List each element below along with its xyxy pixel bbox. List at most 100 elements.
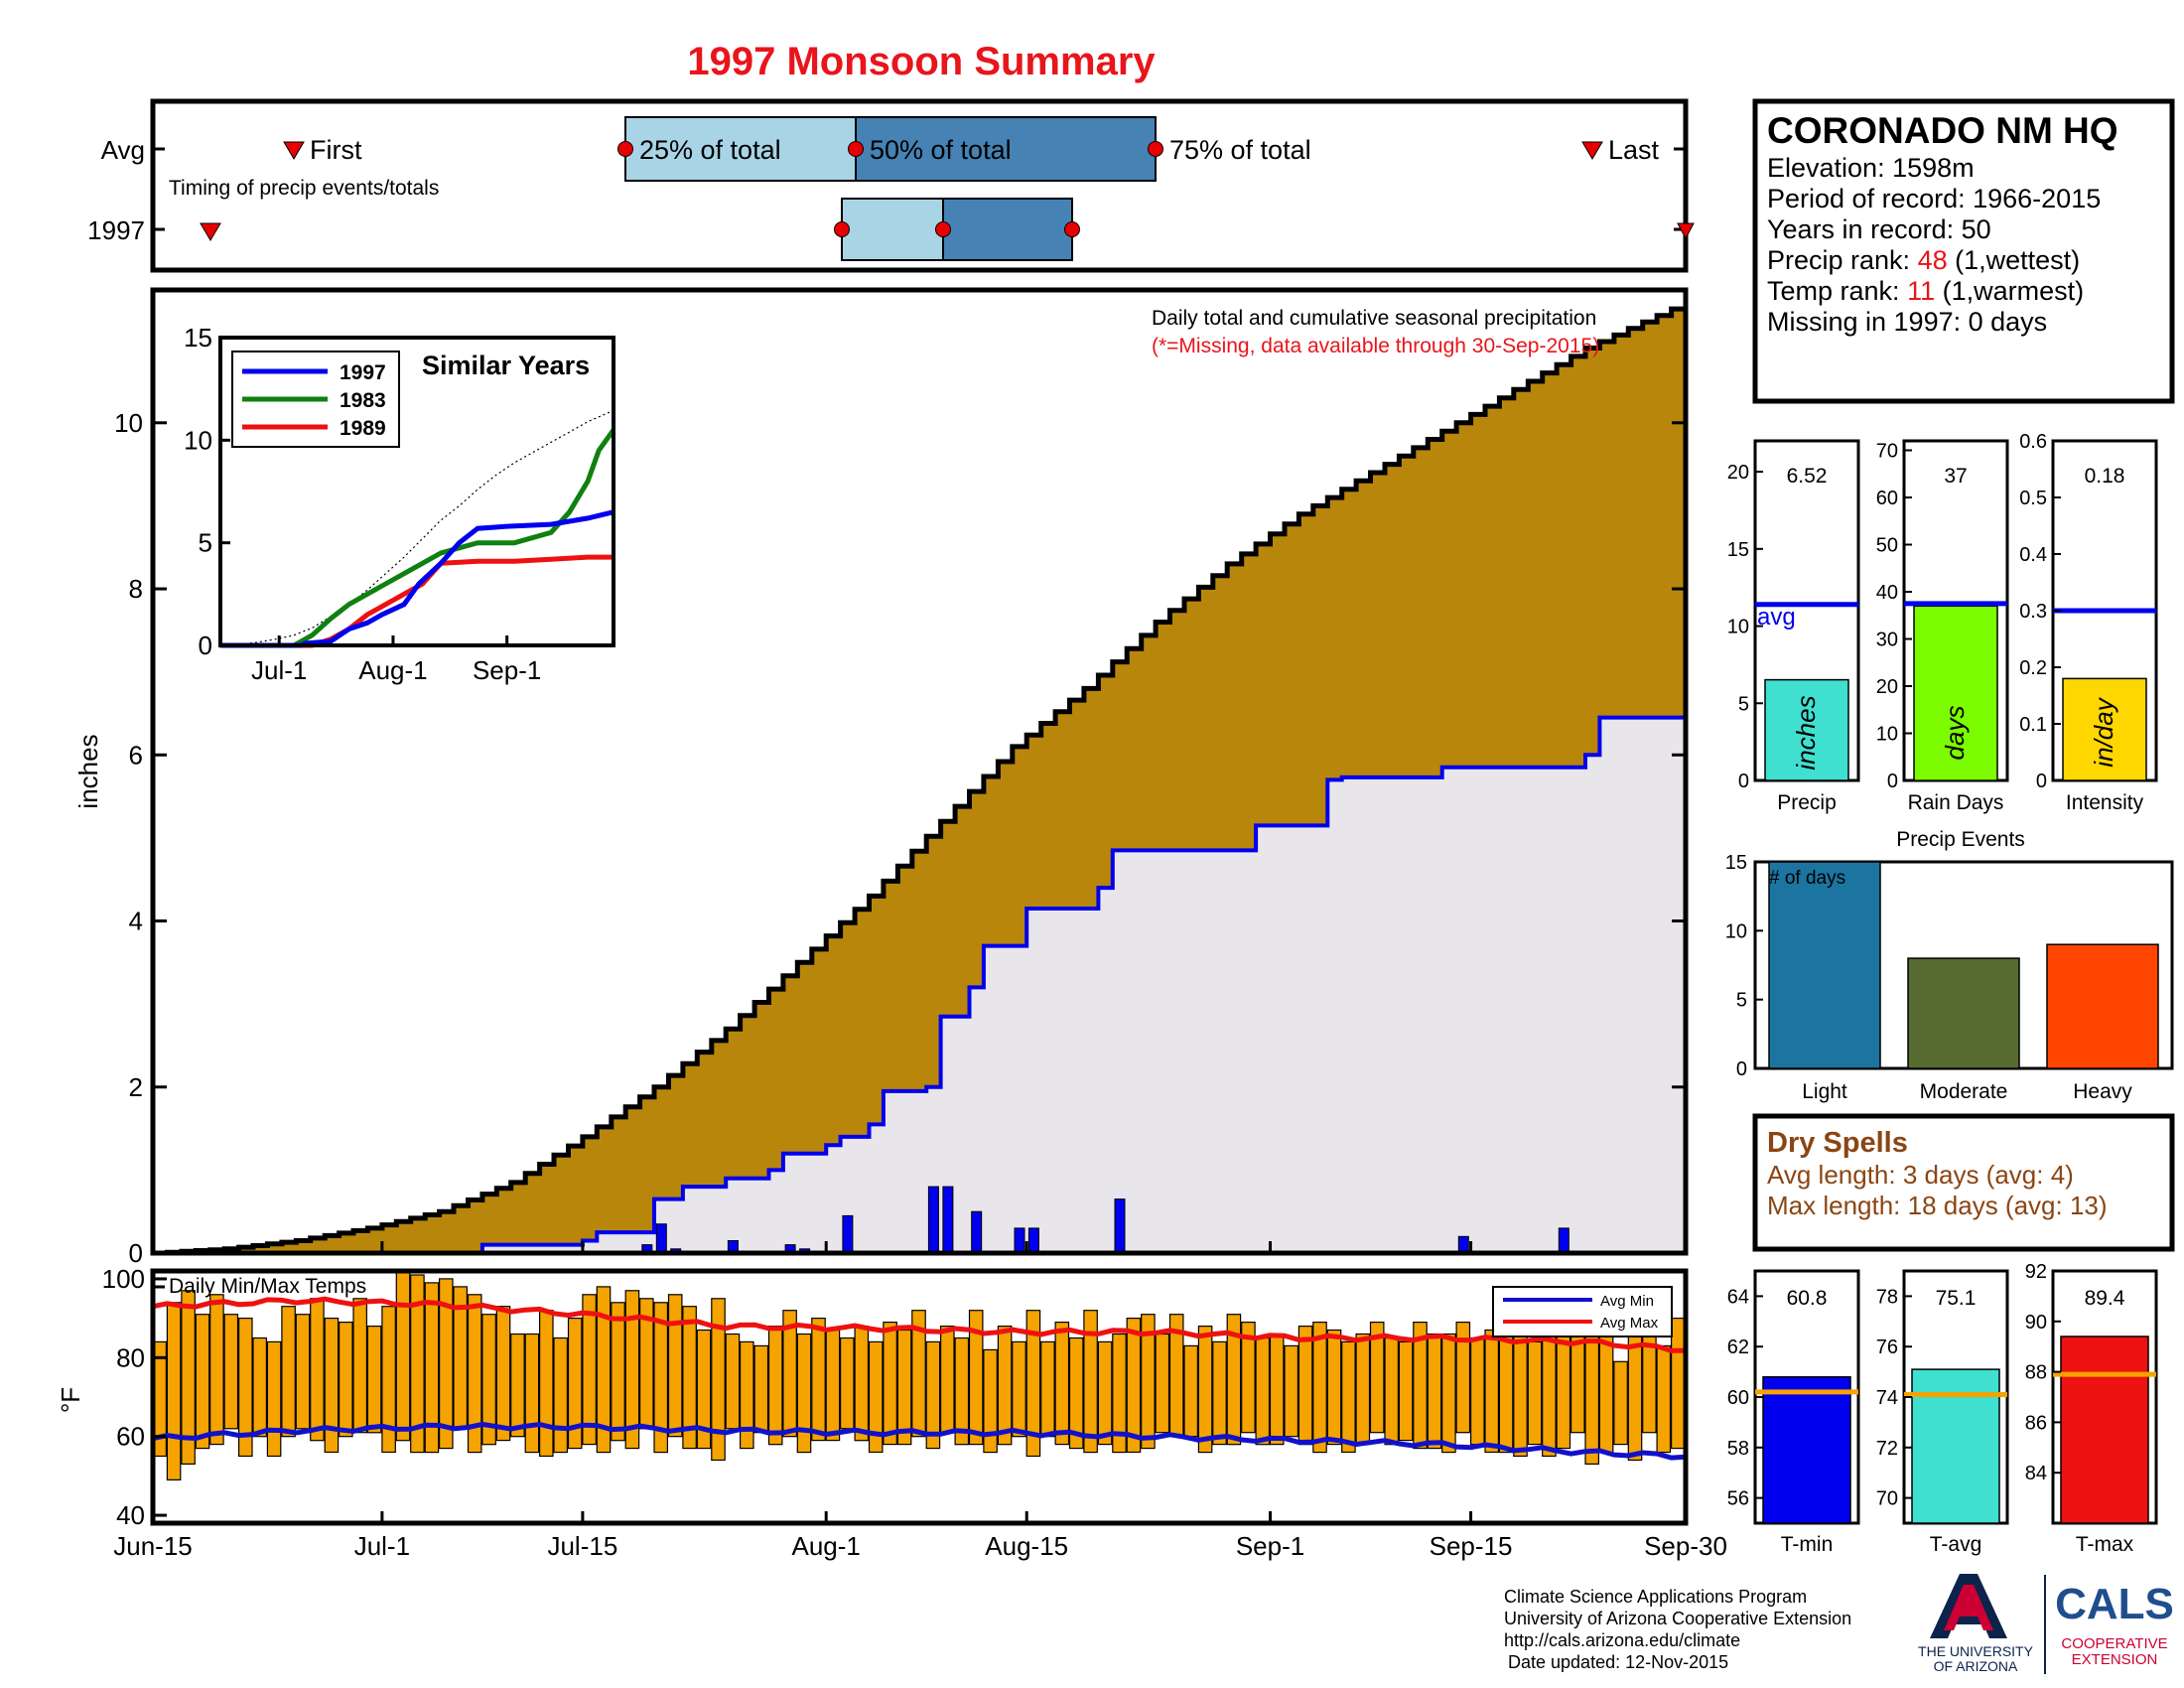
daily-temp-bar: [1226, 1314, 1242, 1446]
daily-temp-bar: [1398, 1340, 1414, 1442]
cals-logo: CALS COOPERATIVE EXTENSION: [2055, 1580, 2174, 1668]
station-info-frame: [1752, 98, 2175, 404]
timing-label-avg: Avg: [101, 135, 145, 165]
daily-temp-bar: [782, 1310, 797, 1438]
daily-temp-bar: [854, 1325, 870, 1442]
daily-temp-bar: [339, 1321, 353, 1438]
temp-summary-category: T-avg: [1930, 1533, 1982, 1556]
daily-temp-bar: [181, 1290, 196, 1466]
summary-intensity-tick-label: 0.6: [2019, 431, 2047, 453]
daily-temp-bar: [1341, 1340, 1356, 1454]
daily-precip-bar: [927, 1186, 939, 1254]
legend-label-1983: 1983: [340, 389, 386, 412]
summary-rain-days-tick-label: 60: [1876, 488, 1898, 509]
daily-temp-bar: [939, 1325, 955, 1434]
daily-temp-bar: [796, 1333, 812, 1454]
year-box-25-50: [841, 198, 944, 261]
daily-temp-bar: [896, 1329, 912, 1446]
summary-rain-days-tick-label: 20: [1876, 676, 1898, 698]
date-x-tick-label: Aug-15: [985, 1531, 1068, 1561]
temp-summary-tick-label: 76: [1876, 1336, 1898, 1358]
temp-summary-tick-label: 86: [2025, 1412, 2047, 1434]
dry-spells-frame: [1752, 1113, 2175, 1252]
daily-temp-bar: [1054, 1321, 1070, 1446]
date-x-tick-label: Sep-30: [1644, 1531, 1727, 1561]
temp-summary-bar: [1762, 1375, 1851, 1524]
first-label: First: [310, 135, 362, 165]
daily-temp-bar: [324, 1317, 340, 1454]
summary-rain-days-tick-label: 50: [1876, 535, 1898, 557]
temp-summary-tick-label: 74: [1876, 1387, 1898, 1409]
dry-spells-box: Dry Spells Avg length: 3 days (avg: 4) M…: [1752, 1113, 2175, 1252]
daily-temp-bar: [1241, 1321, 1256, 1434]
temp-y-tick-label: 80: [116, 1342, 145, 1372]
date-x-axis: Jun-15 Jul-1 Jul-15 Aug-1 Aug-15 Sep-1 Sep-15 S…: [113, 1241, 1727, 1561]
avg-last-marker: [1581, 141, 1603, 160]
daily-temp-bar: [624, 1290, 640, 1450]
temp-rank-note: (1,warmest): [1935, 276, 2084, 306]
daily-temp-bar: [1642, 1333, 1657, 1434]
daily-temp-bar: [1183, 1344, 1198, 1438]
daily-temp-bar: [1613, 1360, 1628, 1446]
temp-legend-box: [1492, 1286, 1673, 1337]
daily-precip-bar: [971, 1210, 983, 1254]
p50-label: 50% of total: [870, 135, 1012, 165]
station-name: CORONADO NM HQ: [1767, 110, 2118, 151]
precip-events-title: Precip Events: [1896, 828, 2025, 851]
daily-temp-bar: [825, 1329, 841, 1442]
daily-precip-bar: [655, 1223, 667, 1254]
precip-y-tick-label: 6: [129, 740, 143, 770]
daily-precip-bar: [1014, 1227, 1025, 1254]
temp-summary-tick-label: 72: [1876, 1438, 1898, 1460]
year-first-marker: [200, 222, 221, 241]
summary-rain-days-unit: days: [1940, 706, 1970, 761]
summary-intensity-tick-label: 0.4: [2019, 544, 2047, 566]
figure-title: 1997 Monsoon Summary: [687, 40, 1156, 83]
avg-first-marker: [283, 141, 305, 160]
temp-summary-value: 75.1: [1936, 1287, 1977, 1310]
daily-temp-bar: [209, 1294, 224, 1446]
daily-temp-bar: [711, 1298, 726, 1462]
station-info-box: CORONADO NM HQ Elevation: 1598m Period o…: [1752, 98, 2175, 404]
summary-rain-days-tick-label: 40: [1876, 582, 1898, 604]
inset-y-tick-label: 0: [199, 631, 212, 660]
daily-temp-bar: [424, 1282, 440, 1454]
date-x-tick-label: Aug-1: [792, 1531, 861, 1561]
year-box-50-75: [942, 198, 1073, 261]
footer-line-4: Date updated: 12-Nov-2015: [1508, 1652, 1728, 1672]
inset-series: [219, 409, 616, 648]
timing-label-year: 1997: [87, 215, 145, 245]
summary-intensity-tick-label: 0: [2036, 771, 2047, 792]
inset-title: Similar Years: [422, 351, 590, 380]
daily-temp-bar: [352, 1298, 367, 1434]
summary-intensity-tick-label: 0.1: [2019, 714, 2047, 736]
daily-temp-bar: [667, 1294, 683, 1438]
daily-temp-bar: [366, 1325, 382, 1434]
temp-summary-value: 89.4: [2085, 1287, 2125, 1310]
precip-y-tick-label: 10: [114, 408, 143, 438]
precip-panel: 0 2 4 6 8 10 inches Daily total and cumulativ…: [73, 287, 1689, 1268]
daily-temp-bar: [1413, 1321, 1428, 1450]
precip-events-tick-label: 5: [1736, 990, 1747, 1012]
summary-precip-tick-label: 15: [1727, 539, 1749, 561]
cumulative-1997-area: [153, 713, 1686, 1253]
daily-temp-bar: [1369, 1321, 1385, 1434]
cals-sub-1: COOPERATIVE: [2061, 1635, 2167, 1652]
summary-rain-days-tick-label: 70: [1876, 441, 1898, 463]
precip-y-tick-label: 2: [129, 1072, 143, 1102]
temp-summary-tick-label: 70: [1876, 1488, 1898, 1510]
date-x-tick-label: Jul-15: [547, 1531, 617, 1561]
precip-events-bar: [1768, 861, 1881, 1069]
date-x-tick-label: Sep-1: [1236, 1531, 1304, 1561]
avg-p75-marker: [1148, 141, 1163, 157]
summary-rain-days-category: Rain Days: [1908, 791, 2004, 814]
footer: Climate Science Applications Program Uni…: [1504, 1587, 1851, 1672]
summary-precip-tick-label: 5: [1738, 693, 1749, 715]
cals-sub-2: EXTENSION: [2072, 1651, 2158, 1668]
daily-temp-bar: [567, 1317, 583, 1450]
temp-summary-t-min: 60.8 T-min 56 58 60 62 64: [1727, 1269, 1860, 1556]
avg-max-line: [152, 1296, 1687, 1353]
daily-temp-bar: [395, 1270, 411, 1442]
summary-avg-label: avg: [1757, 604, 1796, 631]
